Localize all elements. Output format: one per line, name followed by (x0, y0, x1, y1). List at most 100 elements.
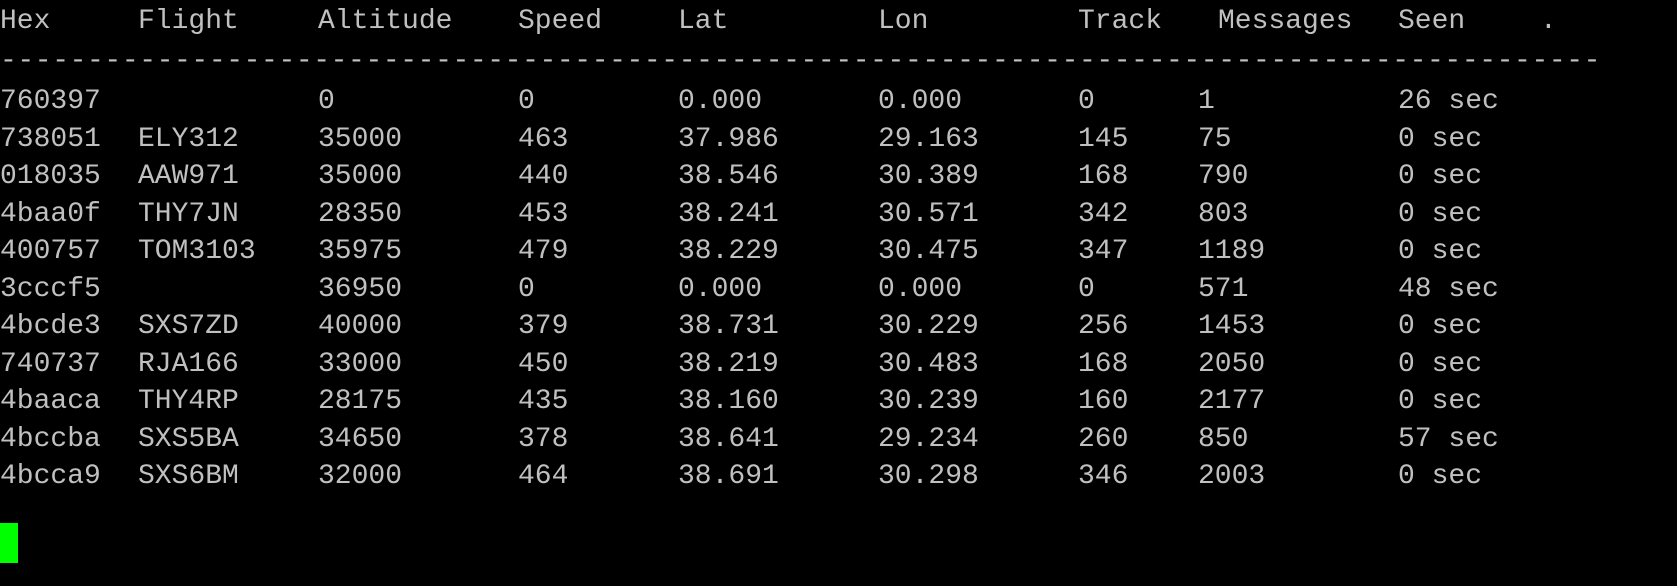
cell-lat: 38.219 (678, 348, 779, 380)
cell-lat: 38.641 (678, 423, 779, 455)
cell-seen: 0 sec (1398, 461, 1483, 492)
cell-altitude: 28350 (318, 198, 403, 230)
header-dot: . (1540, 6, 1557, 37)
separator-line: ----------------------------------------… (0, 46, 1600, 77)
cell-flight: SXS6BM (138, 461, 239, 492)
cell-lat: 0.000 (678, 273, 763, 305)
cell-hex: 4baaca (0, 386, 101, 417)
cell-speed: 463 (518, 123, 569, 155)
cell-track: 0 (1078, 86, 1095, 117)
cell-lat: 38.546 (678, 161, 779, 192)
header-seen: Seen (1398, 6, 1466, 37)
cell-hex: 738051 (0, 123, 101, 155)
header-track: Track (1078, 6, 1163, 37)
cell-lat: 38.731 (678, 311, 779, 342)
cell-lon: 0.000 (878, 273, 963, 305)
cell-seen: 0 sec (1398, 123, 1483, 155)
cell-messages: 2050 (1198, 348, 1266, 380)
cell-hex: 740737 (0, 348, 101, 380)
header-lon: Lon (878, 6, 929, 37)
cell-track: 160 (1078, 386, 1129, 417)
cell-flight: RJA166 (138, 348, 239, 380)
cell-messages: 850 (1198, 423, 1249, 455)
cell-track: 347 (1078, 236, 1129, 267)
cell-seen: 0 sec (1398, 348, 1483, 380)
cell-altitude: 28175 (318, 386, 403, 417)
cell-hex: 4bcca9 (0, 461, 101, 492)
cell-seen: 0 sec (1398, 161, 1483, 192)
cell-seen: 0 sec (1398, 198, 1483, 230)
header-messages: Messages (1218, 6, 1353, 37)
cell-lon: 29.234 (878, 423, 979, 455)
cell-altitude: 35975 (318, 236, 403, 267)
cell-hex: 018035 (0, 161, 101, 192)
cell-track: 260 (1078, 423, 1129, 455)
cell-hex: 3cccf5 (0, 273, 101, 305)
cell-lat: 38.160 (678, 386, 779, 417)
cell-lon: 30.475 (878, 236, 979, 267)
cell-flight: TOM3103 (138, 236, 256, 267)
cell-lat: 38.691 (678, 461, 779, 492)
cell-messages: 1189 (1198, 236, 1266, 267)
cell-lat: 0.000 (678, 86, 763, 117)
cell-lon: 30.239 (878, 386, 979, 417)
header-speed: Speed (518, 6, 603, 37)
cell-altitude: 35000 (318, 123, 403, 155)
cell-speed: 464 (518, 461, 569, 492)
cell-altitude: 35000 (318, 161, 403, 192)
cell-lon: 30.298 (878, 461, 979, 492)
cell-altitude: 40000 (318, 311, 403, 342)
cell-lon: 30.483 (878, 348, 979, 380)
cell-messages: 571 (1198, 273, 1249, 305)
cell-flight: SXS5BA (138, 423, 239, 455)
cell-messages: 2177 (1198, 386, 1266, 417)
cell-flight: AAW971 (138, 161, 239, 192)
cell-speed: 450 (518, 348, 569, 380)
cell-altitude: 32000 (318, 461, 403, 492)
cell-speed: 379 (518, 311, 569, 342)
cell-track: 168 (1078, 348, 1129, 380)
cell-track: 0 (1078, 273, 1095, 305)
cell-lon: 30.571 (878, 198, 979, 230)
cell-track: 346 (1078, 461, 1129, 492)
cell-track: 342 (1078, 198, 1129, 230)
cell-track: 145 (1078, 123, 1129, 155)
cell-messages: 803 (1198, 198, 1249, 230)
cell-track: 256 (1078, 311, 1129, 342)
cell-messages: 1 (1198, 86, 1215, 117)
cell-seen: 0 sec (1398, 311, 1483, 342)
cell-speed: 440 (518, 161, 569, 192)
cell-seen: 26 sec (1398, 86, 1499, 117)
cell-hex: 400757 (0, 236, 101, 267)
cell-flight: THY7JN (138, 198, 239, 230)
cell-messages: 1453 (1198, 311, 1266, 342)
cell-lon: 29.163 (878, 123, 979, 155)
cell-lon: 0.000 (878, 86, 963, 117)
cell-altitude: 36950 (318, 273, 403, 305)
header-flight: Flight (138, 6, 239, 37)
cell-seen: 0 sec (1398, 236, 1483, 267)
cell-seen: 57 sec (1398, 423, 1499, 455)
cell-altitude: 33000 (318, 348, 403, 380)
cell-altitude: 0 (318, 86, 335, 117)
cell-speed: 0 (518, 86, 535, 117)
cell-flight: THY4RP (138, 386, 239, 417)
cell-lat: 38.229 (678, 236, 779, 267)
header-lat: Lat (678, 6, 729, 37)
cell-lon: 30.229 (878, 311, 979, 342)
cell-hex: 4bccba (0, 423, 101, 455)
cell-messages: 2003 (1198, 461, 1266, 492)
cell-messages: 75 (1198, 123, 1232, 155)
cell-speed: 479 (518, 236, 569, 267)
cell-speed: 0 (518, 273, 535, 305)
cell-hex: 760397 (0, 86, 101, 117)
table-header: Hex Flight Altitude Speed Lat Lon Track … (0, 2, 1557, 42)
cell-lat: 37.986 (678, 123, 779, 155)
cell-seen: 0 sec (1398, 386, 1483, 417)
cell-seen: 48 sec (1398, 273, 1499, 305)
cell-speed: 453 (518, 198, 569, 230)
cell-lat: 38.241 (678, 198, 779, 230)
cell-hex: 4bcde3 (0, 311, 101, 342)
cell-altitude: 34650 (318, 423, 403, 455)
